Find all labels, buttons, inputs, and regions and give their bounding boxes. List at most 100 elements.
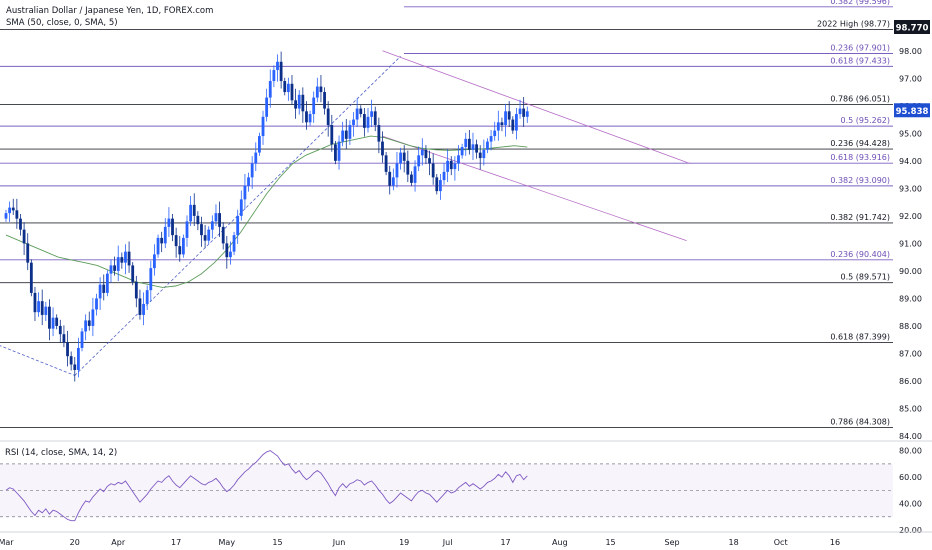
candle-body	[189, 204, 193, 222]
time-tick-label: Apr	[111, 538, 126, 547]
candle-body	[453, 163, 457, 170]
fib-levels	[0, 6, 893, 428]
candle-body	[37, 301, 40, 313]
candle-body	[33, 292, 37, 313]
candle-body	[348, 125, 352, 139]
candle-body	[200, 224, 203, 236]
candle-body	[127, 251, 131, 266]
chart-title: Australian Dollar / Japanese Yen, 1D, FO…	[6, 6, 213, 16]
price-tick-label: 98.00	[899, 47, 922, 56]
candle-body	[87, 320, 91, 326]
price-tick-label: 84.00	[899, 432, 922, 441]
candle-body	[294, 100, 297, 109]
candle-body	[377, 125, 381, 142]
candle-body	[120, 257, 124, 263]
high-badge: 98.770	[896, 24, 929, 34]
candle-body	[174, 235, 178, 247]
level-label: 0.618 (97.433)	[830, 56, 890, 65]
candle-body	[402, 152, 406, 161]
level-label: 0.236 (94.428)	[830, 139, 890, 148]
level-label: 0.382 (91.742)	[830, 213, 890, 222]
candle-body	[69, 356, 73, 365]
candle-body	[446, 160, 450, 172]
candle-body	[250, 163, 254, 178]
candle-body	[362, 114, 366, 128]
candle-body	[84, 320, 88, 332]
candle-body	[518, 108, 522, 115]
channel-lower	[382, 135, 687, 242]
candle-body	[337, 141, 341, 161]
time-tick-label: 17	[171, 538, 181, 547]
candle-body	[98, 284, 102, 299]
candle-body	[413, 166, 417, 183]
candle-body	[210, 221, 214, 230]
level-label: 0.382 (93.090)	[830, 176, 890, 185]
candle-body	[221, 226, 225, 244]
time-tick-label: May	[219, 538, 236, 547]
candle-body	[424, 149, 428, 159]
time-tick-label: 15	[272, 538, 282, 547]
dashed-trend-down	[0, 345, 75, 376]
candle-body	[167, 218, 171, 227]
candle-body	[511, 119, 515, 131]
candle-body	[116, 257, 120, 271]
candle-body	[62, 334, 66, 343]
candle-body	[73, 364, 77, 370]
price-tick-label: 86.00	[899, 377, 922, 386]
candle-body	[8, 207, 12, 214]
candle-body	[464, 138, 468, 148]
trend-lines	[0, 50, 691, 376]
candle-body	[258, 136, 261, 153]
candle-body	[312, 97, 316, 115]
candle-body	[352, 119, 355, 126]
last-price-badge-bg	[894, 103, 930, 118]
candle-body	[142, 303, 145, 315]
sma-line	[5, 135, 528, 288]
candle-body	[330, 125, 334, 145]
time-tick-label: 15	[605, 538, 615, 547]
candle-body	[319, 86, 323, 93]
candle-body	[286, 83, 290, 93]
candle-body	[297, 94, 301, 109]
candle-body	[305, 111, 308, 123]
price-tick-label: 91.00	[899, 239, 922, 248]
candle-body	[95, 298, 98, 310]
price-tick-label: 97.00	[899, 74, 922, 83]
candle-body	[113, 265, 116, 271]
candle-body	[192, 204, 196, 216]
candle-body	[48, 306, 51, 329]
candle-body	[283, 81, 287, 93]
candle-body	[40, 301, 44, 315]
candle-body	[439, 180, 442, 192]
candle-body	[80, 331, 84, 348]
level-label: 0.5 (89.571)	[841, 273, 891, 282]
price-tick-label: 92.00	[899, 212, 922, 221]
candle-body	[109, 265, 113, 274]
candle-body	[156, 237, 160, 255]
candle-body	[504, 111, 507, 126]
candle-body	[66, 342, 69, 357]
rsi-label: RSI (14, close, SMA, 14, 2)	[5, 448, 117, 458]
time-tick-label: Mar	[0, 538, 14, 547]
candle-body	[525, 111, 529, 117]
candles	[4, 51, 529, 382]
candle-body	[225, 243, 229, 258]
time-axis: Mar 20 Apr 17 May 15 Jun 19 Jul 17 Aug 15 Sep 18 Oct 16	[0, 531, 932, 547]
channel-upper	[382, 50, 691, 164]
candle-body	[203, 235, 207, 241]
candle-body	[301, 94, 305, 112]
price-tick-label: 87.00	[899, 349, 922, 358]
candle-body	[196, 215, 200, 225]
candle-body	[308, 114, 312, 123]
candle-body	[261, 116, 265, 137]
candle-body	[496, 122, 500, 131]
time-tick-label: Jul	[442, 538, 453, 547]
candle-body	[399, 152, 402, 164]
candle-body	[58, 325, 62, 335]
candle-body	[243, 185, 247, 200]
candle-body	[428, 158, 431, 164]
candle-body	[460, 147, 464, 156]
price-tick-label: 88.00	[899, 322, 922, 331]
candle-body	[91, 309, 95, 326]
